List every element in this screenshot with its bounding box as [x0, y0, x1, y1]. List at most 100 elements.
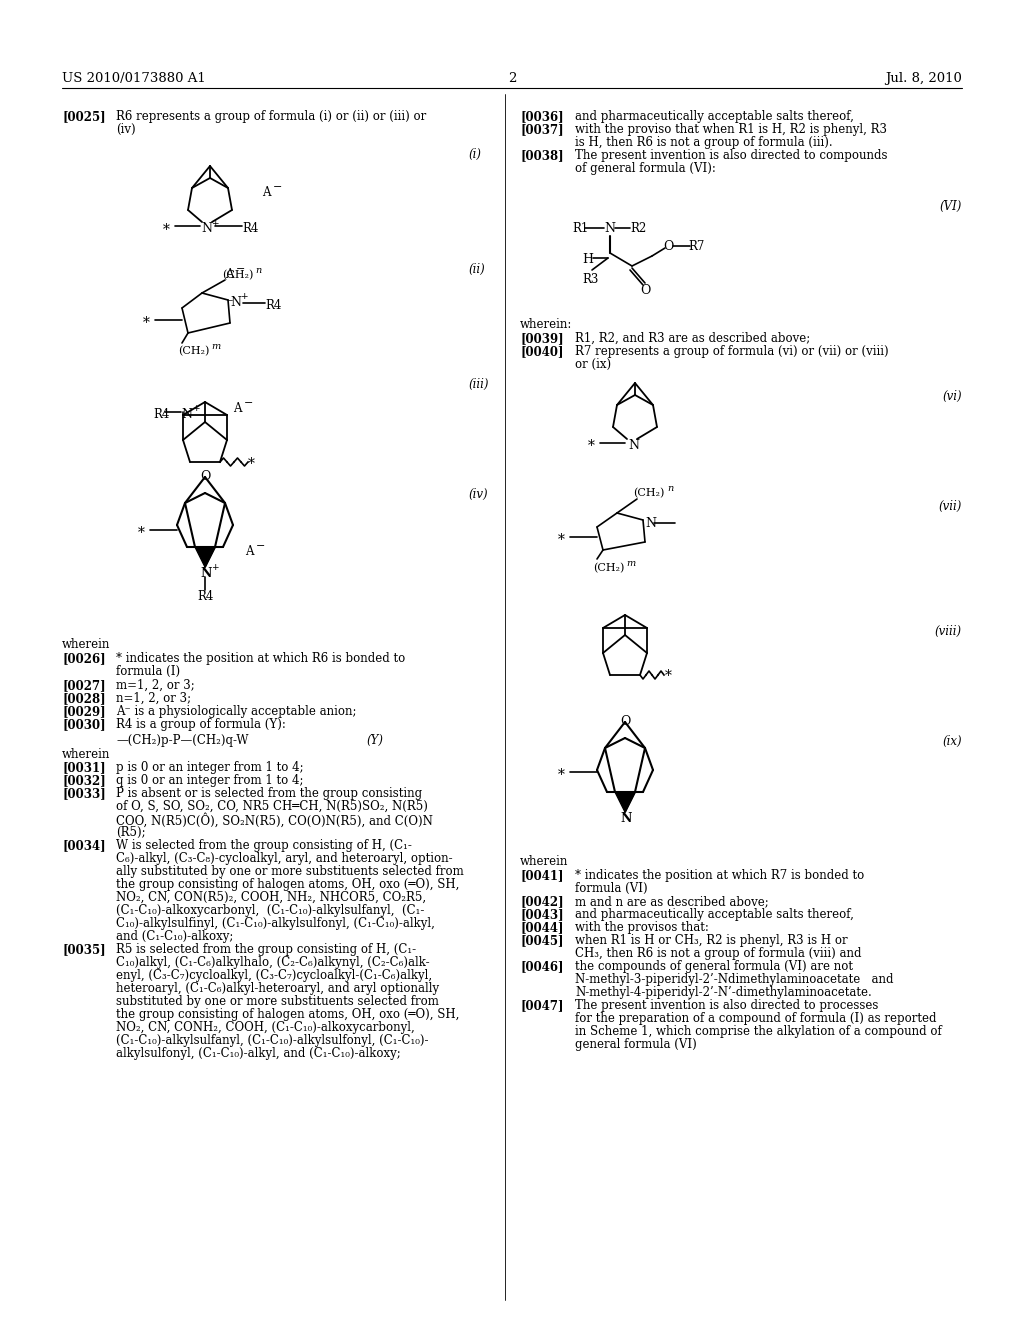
Text: A: A [245, 545, 254, 558]
Text: O: O [200, 470, 210, 483]
Text: in Scheme 1, which comprise the alkylation of a compound of: in Scheme 1, which comprise the alkylati… [575, 1026, 942, 1038]
Text: m: m [211, 342, 220, 351]
Text: when R1 is H or CH₃, R2 is phenyl, R3 is H or: when R1 is H or CH₃, R2 is phenyl, R3 is… [575, 935, 848, 946]
Text: the compounds of general formula (VI) are not: the compounds of general formula (VI) ar… [575, 960, 853, 973]
Text: n=1, 2, or 3;: n=1, 2, or 3; [116, 692, 191, 705]
Text: with the proviso that when R1 is H, R2 is phenyl, R3: with the proviso that when R1 is H, R2 i… [575, 123, 887, 136]
Text: (VI): (VI) [940, 201, 962, 213]
Text: (CH₂): (CH₂) [178, 346, 209, 356]
Text: −: − [244, 399, 253, 408]
Text: and pharmaceutically acceptable salts thereof,: and pharmaceutically acceptable salts th… [575, 908, 854, 921]
Text: and pharmaceutically acceptable salts thereof,: and pharmaceutically acceptable salts th… [575, 110, 854, 123]
Text: [0031]: [0031] [62, 762, 105, 774]
Text: alkylsulfonyl, (C₁-C₁₀)-alkyl, and (C₁-C₁₀)-alkoxy;: alkylsulfonyl, (C₁-C₁₀)-alkyl, and (C₁-C… [116, 1047, 400, 1060]
Text: the group consisting of halogen atoms, OH, oxo (═O), SH,: the group consisting of halogen atoms, O… [116, 1008, 460, 1020]
Text: N: N [628, 440, 639, 451]
Text: +: + [240, 292, 248, 301]
Text: [0025]: [0025] [62, 110, 105, 123]
Text: (iii): (iii) [468, 378, 488, 391]
Text: The present invention is also directed to compounds: The present invention is also directed t… [575, 149, 888, 162]
Text: C₁₀)alkyl, (C₁-C₆)alkylhalo, (C₂-C₆)alkynyl, (C₂-C₆)alk-: C₁₀)alkyl, (C₁-C₆)alkylhalo, (C₂-C₆)alky… [116, 956, 430, 969]
Text: heteroaryl, (C₁-C₆)alkyl-heteroaryl, and aryl optionally: heteroaryl, (C₁-C₆)alkyl-heteroaryl, and… [116, 982, 439, 995]
Text: N: N [200, 568, 211, 579]
Text: (vi): (vi) [942, 389, 962, 403]
Text: (vii): (vii) [939, 500, 962, 513]
Text: general formula (VI): general formula (VI) [575, 1038, 696, 1051]
Text: (Y): (Y) [366, 734, 383, 747]
Text: [0037]: [0037] [520, 123, 563, 136]
Text: of general formula (VI):: of general formula (VI): [575, 162, 716, 176]
Text: wherein:: wherein: [520, 318, 572, 331]
Text: *: * [588, 440, 595, 453]
Text: [0032]: [0032] [62, 774, 105, 787]
Text: R6 represents a group of formula (i) or (ii) or (iii) or: R6 represents a group of formula (i) or … [116, 110, 426, 123]
Text: *: * [138, 525, 144, 540]
Text: The present invention is also directed to processes: The present invention is also directed t… [575, 999, 879, 1012]
Text: [0040]: [0040] [520, 345, 563, 358]
Text: C₆)-alkyl, (C₃-C₈)-cycloalkyl, aryl, and heteroaryl, option-: C₆)-alkyl, (C₃-C₈)-cycloalkyl, aryl, and… [116, 851, 453, 865]
Text: [0035]: [0035] [62, 942, 105, 956]
Text: Jul. 8, 2010: Jul. 8, 2010 [885, 73, 962, 84]
Text: *: * [163, 223, 170, 238]
Text: N: N [645, 517, 656, 531]
Text: A⁻ is a physiologically acceptable anion;: A⁻ is a physiologically acceptable anion… [116, 705, 356, 718]
Text: R4: R4 [153, 408, 169, 421]
Text: (viii): (viii) [935, 624, 962, 638]
Text: CH₃, then R6 is not a group of formula (viii) and: CH₃, then R6 is not a group of formula (… [575, 946, 861, 960]
Text: (iv): (iv) [116, 123, 135, 136]
Text: [0047]: [0047] [520, 999, 563, 1012]
Text: p is 0 or an integer from 1 to 4;: p is 0 or an integer from 1 to 4; [116, 762, 304, 774]
Text: −: − [256, 541, 265, 550]
Text: W is selected from the group consisting of H, (C₁-: W is selected from the group consisting … [116, 840, 412, 851]
Text: *: * [248, 457, 255, 471]
Text: of O, S, SO, SO₂, CO, NR5 CH═CH, N(R5)SO₂, N(R5): of O, S, SO, SO₂, CO, NR5 CH═CH, N(R5)SO… [116, 800, 428, 813]
Text: R7 represents a group of formula (vi) or (vii) or (viii): R7 represents a group of formula (vi) or… [575, 345, 889, 358]
Text: R2: R2 [630, 222, 646, 235]
Text: C₁₀)-alkylsulfinyl, (C₁-C₁₀)-alkylsulfonyl, (C₁-C₁₀)-alkyl,: C₁₀)-alkylsulfinyl, (C₁-C₁₀)-alkylsulfon… [116, 917, 435, 931]
Text: m=1, 2, or 3;: m=1, 2, or 3; [116, 678, 195, 692]
Text: with the provisos that:: with the provisos that: [575, 921, 709, 935]
Text: (CH₂): (CH₂) [222, 271, 253, 280]
Text: [0030]: [0030] [62, 718, 105, 731]
Text: H: H [582, 253, 593, 267]
Text: +: + [211, 219, 218, 228]
Text: (i): (i) [468, 148, 481, 161]
Text: N: N [181, 408, 193, 421]
Text: the group consisting of halogen atoms, OH, oxo (═O), SH,: the group consisting of halogen atoms, O… [116, 878, 460, 891]
Text: enyl, (C₃-C₇)cycloalkyl, (C₃-C₇)cycloalkyl-(C₁-C₆)alkyl,: enyl, (C₃-C₇)cycloalkyl, (C₃-C₇)cycloalk… [116, 969, 432, 982]
Text: q is 0 or an integer from 1 to 4;: q is 0 or an integer from 1 to 4; [116, 774, 303, 787]
Text: R7: R7 [688, 240, 705, 253]
Text: [0026]: [0026] [62, 652, 105, 665]
Text: A: A [262, 186, 270, 199]
Text: [0042]: [0042] [520, 895, 563, 908]
Text: [0033]: [0033] [62, 787, 105, 800]
Text: n: n [667, 484, 673, 492]
Text: O: O [640, 284, 650, 297]
Text: n: n [255, 267, 261, 275]
Text: wherein: wherein [62, 638, 111, 651]
Text: N: N [604, 222, 615, 235]
Text: R3: R3 [582, 273, 598, 286]
Text: [0029]: [0029] [62, 705, 105, 718]
Text: * indicates the position at which R6 is bonded to: * indicates the position at which R6 is … [116, 652, 406, 665]
Text: and (C₁-C₁₀)-alkoxy;: and (C₁-C₁₀)-alkoxy; [116, 931, 233, 942]
Text: A: A [225, 268, 233, 281]
Text: [0028]: [0028] [62, 692, 105, 705]
Text: O: O [663, 240, 674, 253]
Text: (ii): (ii) [468, 263, 484, 276]
Text: *: * [558, 533, 565, 546]
Text: formula (VI): formula (VI) [575, 882, 647, 895]
Text: R5 is selected from the group consisting of H, (C₁-: R5 is selected from the group consisting… [116, 942, 416, 956]
Text: US 2010/0173880 A1: US 2010/0173880 A1 [62, 73, 206, 84]
Text: wherein: wherein [62, 748, 111, 762]
Text: R4 is a group of formula (Y):: R4 is a group of formula (Y): [116, 718, 286, 731]
Text: [0039]: [0039] [520, 333, 563, 345]
Text: −: − [236, 264, 246, 275]
Text: (C₁-C₁₀)-alkoxycarbonyl,  (C₁-C₁₀)-alkylsulfanyl,  (C₁-: (C₁-C₁₀)-alkoxycarbonyl, (C₁-C₁₀)-alkyls… [116, 904, 424, 917]
Text: +: + [193, 404, 200, 413]
Text: +: + [211, 564, 218, 572]
Text: (CH₂): (CH₂) [593, 564, 625, 573]
Text: −: − [273, 182, 283, 191]
Text: (R5);: (R5); [116, 826, 145, 840]
Text: N-methyl-4-piperidyl-2’-N’-dimethylaminoacetate.: N-methyl-4-piperidyl-2’-N’-dimethylamino… [575, 986, 871, 999]
